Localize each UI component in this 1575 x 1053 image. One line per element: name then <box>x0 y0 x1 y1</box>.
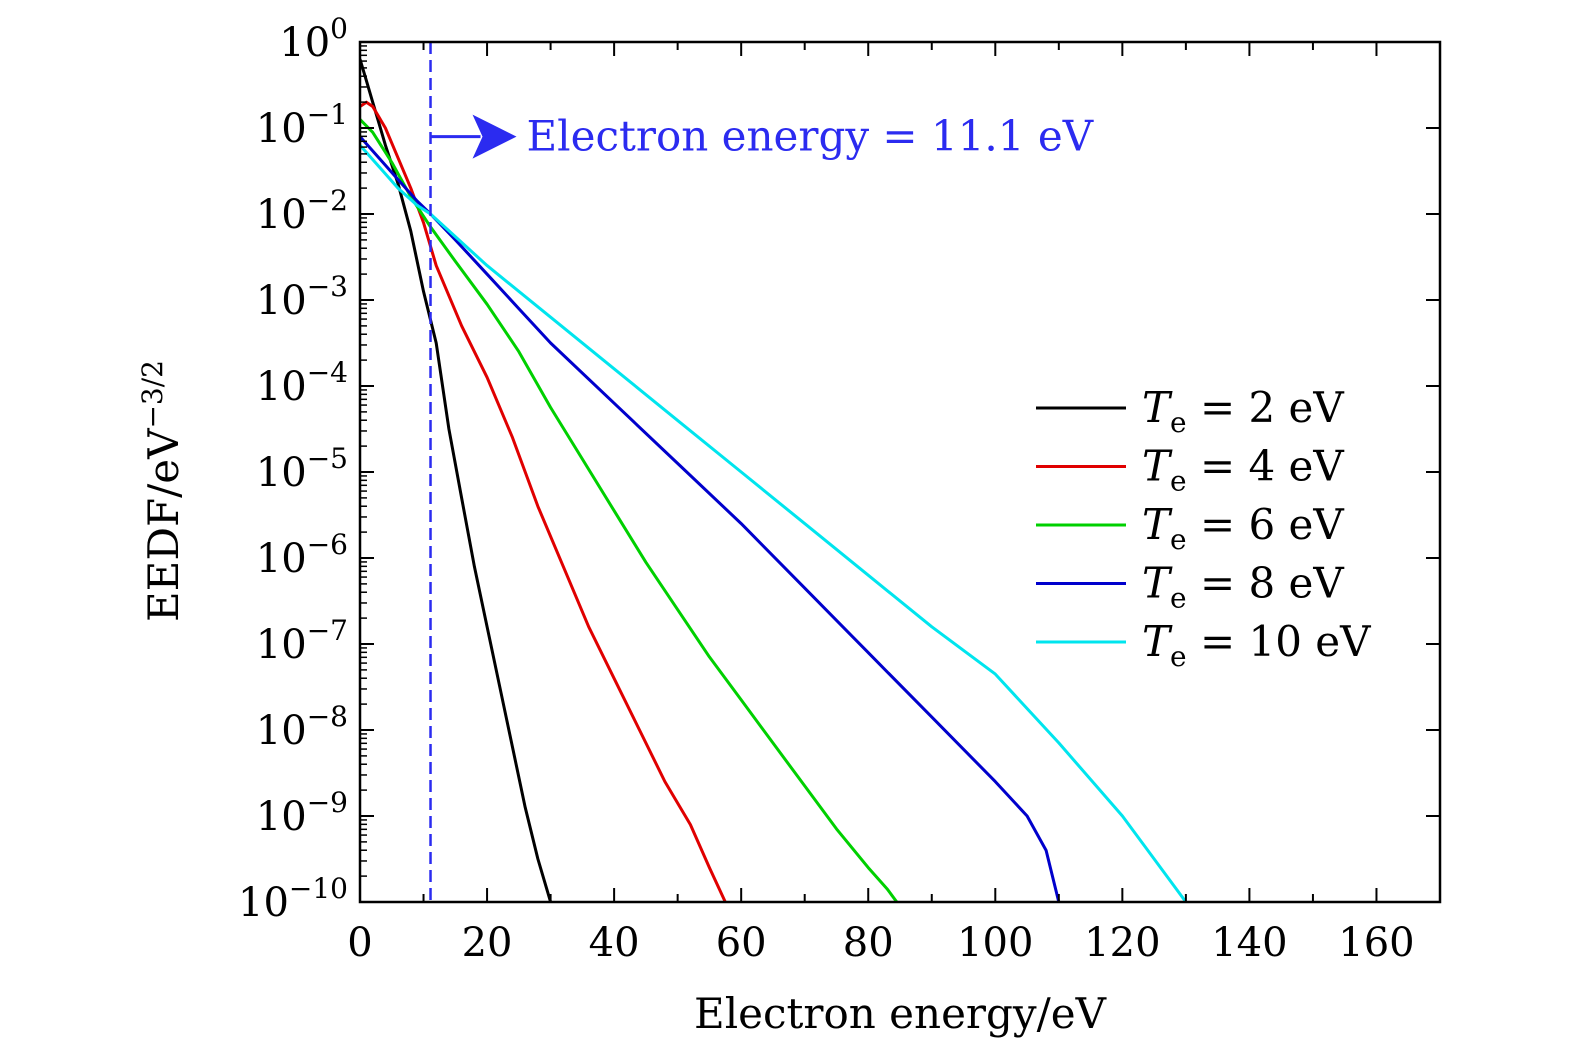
svg-text:EEDF/eV−3/2: EEDF/eV−3/2 <box>136 360 188 622</box>
plot-area <box>360 58 1188 902</box>
annotation-arrow-head <box>472 114 517 159</box>
legend-value: = 2 eV <box>1187 383 1345 432</box>
legend-symbol: T <box>1142 617 1173 666</box>
x-tick-label: 140 <box>1211 920 1287 966</box>
x-tick-label: 100 <box>957 920 1033 966</box>
annotation: Electron energy = 11.1 eV <box>429 42 1094 902</box>
y-tick-label: 10−5 <box>256 442 348 496</box>
legend-label-5: Te = 10 eV <box>1142 617 1371 673</box>
y-tick-exponent: −3 <box>307 270 348 303</box>
x-tick-label: 120 <box>1084 920 1160 966</box>
x-tick-label: 40 <box>589 920 640 966</box>
legend-value: = 8 eV <box>1187 559 1345 608</box>
legend-subscript: e <box>1170 582 1187 615</box>
y-tick-exponent: 0 <box>330 12 348 45</box>
y-axis-title: EEDF/eV−3/2 <box>136 360 188 622</box>
y-tick-exponent: −6 <box>307 528 348 561</box>
y-tick-exponent: −1 <box>307 98 348 131</box>
y-tick-label: 10−6 <box>256 528 348 582</box>
x-tick-label: 60 <box>716 920 767 966</box>
y-axis-title-main: EEDF/eV <box>139 428 188 622</box>
y-tick-label: 10−3 <box>256 270 348 324</box>
series-line-5 <box>360 144 1188 902</box>
y-tick-label: 10−1 <box>256 98 348 152</box>
legend-value: = 10 eV <box>1187 617 1372 666</box>
legend-symbol: T <box>1142 442 1173 491</box>
y-tick-base: 10 <box>256 536 307 582</box>
y-tick-exponent: −9 <box>307 786 348 819</box>
y-tick-label: 10−8 <box>256 700 348 754</box>
y-tick-base: 10 <box>256 708 307 754</box>
y-tick-base: 10 <box>256 794 307 840</box>
legend-label-1: Te = 2 eV <box>1142 383 1344 439</box>
y-tick-exponent: −4 <box>307 356 348 389</box>
y-tick-label: 100 <box>279 12 348 66</box>
y-axis-title-exponent: −3/2 <box>136 360 169 429</box>
y-tick-exponent: −10 <box>289 872 348 905</box>
series-line-1 <box>360 58 553 902</box>
legend-value: = 4 eV <box>1187 442 1345 491</box>
y-tick-base: 10 <box>279 20 330 66</box>
x-tick-label: 0 <box>347 920 372 966</box>
legend-label-3: Te = 6 eV <box>1142 500 1344 556</box>
y-tick-base: 10 <box>256 192 307 238</box>
annotation-label: Electron energy = 11.1 eV <box>527 112 1094 161</box>
axes: 0 20 40 60 80 100 120 140 16010010−110−210−310−4… <box>238 12 1442 966</box>
y-tick-label: 10−2 <box>256 184 348 238</box>
y-tick-base: 10 <box>256 622 307 668</box>
legend-subscript: e <box>1170 523 1187 556</box>
y-tick-exponent: −2 <box>307 184 348 217</box>
legend-subscript: e <box>1170 640 1187 673</box>
x-tick-label: 80 <box>843 920 894 966</box>
series-line-4 <box>360 135 1061 902</box>
x-tick-label: 160 <box>1338 920 1414 966</box>
x-axis-title: Electron energy/eV <box>694 989 1107 1038</box>
legend-symbol: T <box>1142 383 1173 432</box>
x-tick-label: 20 <box>462 920 513 966</box>
y-tick-base: 10 <box>256 278 307 324</box>
legend-label-4: Te = 8 eV <box>1142 559 1344 615</box>
y-tick-label: 10−7 <box>256 614 348 668</box>
legend-label-2: Te = 4 eV <box>1142 442 1344 498</box>
legend-value: = 6 eV <box>1187 500 1345 549</box>
y-tick-exponent: −5 <box>307 442 348 475</box>
series-line-2 <box>360 100 727 902</box>
y-tick-base: 10 <box>238 880 289 926</box>
y-tick-label: 10−10 <box>238 872 348 926</box>
y-tick-base: 10 <box>256 450 307 496</box>
y-tick-base: 10 <box>256 106 307 152</box>
y-tick-label: 10−4 <box>256 356 348 410</box>
series-line-3 <box>360 118 899 902</box>
y-tick-exponent: −7 <box>307 614 348 647</box>
legend-subscript: e <box>1170 406 1187 439</box>
y-tick-base: 10 <box>256 364 307 410</box>
y-tick-label: 10−9 <box>256 786 348 840</box>
legend-subscript: e <box>1170 465 1187 498</box>
legend-symbol: T <box>1142 559 1173 608</box>
legend-symbol: T <box>1142 500 1173 549</box>
y-tick-exponent: −8 <box>307 700 348 733</box>
